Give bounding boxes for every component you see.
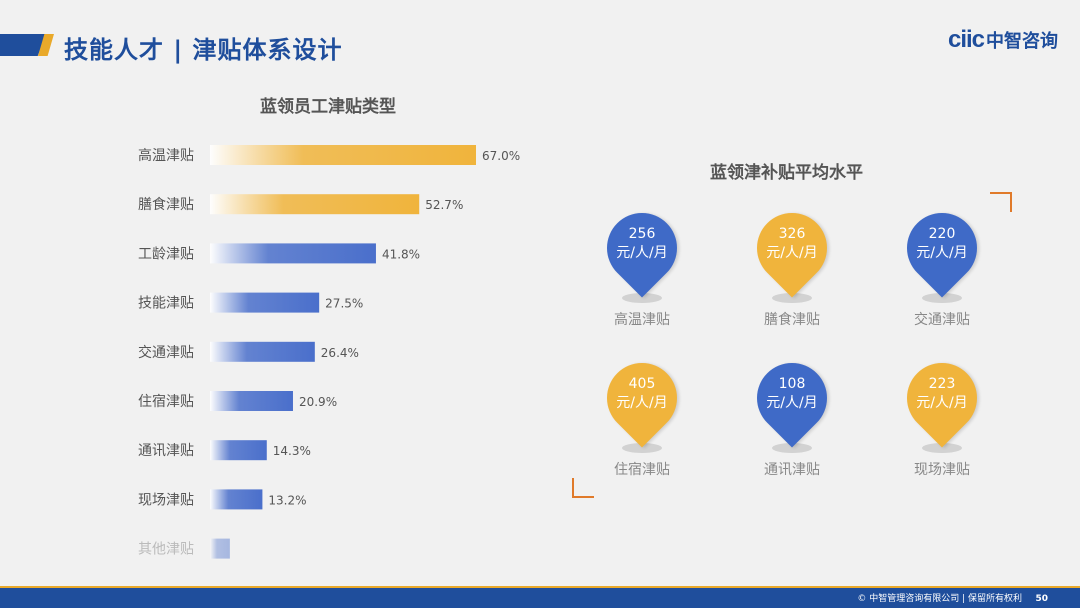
pin-label: 高温津贴 [614, 312, 670, 328]
bar-category-label: 其他津贴 [138, 542, 194, 558]
pin-value: 223 [928, 376, 956, 392]
pin-shadow [922, 443, 962, 453]
pin-value: 108 [778, 376, 806, 392]
brand-logo: ciic 中智咨询 [948, 26, 1058, 54]
pin-card-meal: 326 元/人/月 膳食津贴 [722, 198, 862, 328]
bar [210, 538, 230, 559]
bar [210, 391, 293, 411]
bar [210, 440, 267, 461]
pin-card-onsite: 223 元/人/月 现场津贴 [872, 348, 1012, 478]
header-accent-blue [0, 34, 46, 56]
chart-title: 蓝领员工津贴类型 [260, 97, 396, 117]
bar-category-label: 通讯津贴 [138, 443, 194, 459]
bar-category-label: 现场津贴 [138, 492, 194, 508]
pin-value: 256 [628, 226, 656, 242]
pin-value: 326 [778, 226, 806, 242]
pin-value-text: 108 元/人/月 [742, 375, 842, 413]
pin-value-text: 405 元/人/月 [592, 375, 692, 413]
page-number: 50 [1035, 594, 1048, 604]
pin-shadow [772, 293, 812, 303]
pin-card-communication: 108 元/人/月 通讯津贴 [722, 348, 862, 478]
bar [210, 341, 315, 362]
bar-category-label: 交通津贴 [138, 344, 194, 361]
pin-value-text: 220 元/人/月 [892, 225, 992, 263]
pin-label: 膳食津贴 [764, 312, 820, 328]
pin-value: 405 [628, 376, 656, 392]
pin-shadow [622, 293, 662, 303]
bar-value-label: 14.3% [273, 444, 311, 458]
pin-shadow [772, 443, 812, 453]
pin-unit: 元/人/月 [916, 245, 968, 261]
bar-category-label: 高温津贴 [138, 147, 194, 164]
average-level-title: 蓝领津补贴平均水平 [710, 163, 863, 183]
pin-unit: 元/人/月 [616, 245, 668, 261]
footer-accent-line [0, 586, 1080, 588]
pin-shadow [922, 293, 962, 303]
footer-copyright: © 中智管理咨询有限公司 | 保留所有权利 [857, 594, 1022, 604]
corner-bracket-top-right [990, 192, 1012, 212]
bar-value-label: 27.5% [325, 297, 363, 311]
pin-unit: 元/人/月 [766, 245, 818, 261]
bar [210, 145, 476, 165]
pin-card-transport: 220 元/人/月 交通津贴 [872, 198, 1012, 328]
bar [210, 292, 320, 313]
brand-name: 中智咨询 [986, 31, 1058, 52]
pin-value-text: 256 元/人/月 [592, 225, 692, 263]
bar-value-label: 67.0% [482, 149, 520, 163]
pin-value-text: 326 元/人/月 [742, 225, 842, 263]
pin-unit: 元/人/月 [916, 395, 968, 411]
pin-label: 住宿津贴 [614, 462, 670, 478]
pin-value-text: 223 元/人/月 [892, 375, 992, 413]
bar-category-label: 工龄津贴 [138, 246, 194, 262]
bar [210, 489, 263, 510]
pin-label: 现场津贴 [914, 462, 970, 478]
pin-unit: 元/人/月 [616, 395, 668, 411]
bar [210, 194, 420, 215]
pin-label: 交通津贴 [914, 312, 970, 328]
pin-label: 通讯津贴 [764, 462, 820, 478]
bar-value-label: 20.9% [299, 395, 337, 409]
bar-value-label: 41.8% [382, 247, 420, 261]
pin-unit: 元/人/月 [766, 395, 818, 411]
footer-bar [0, 588, 1080, 608]
pin-value: 220 [928, 226, 956, 242]
bar-value-label: 52.7% [425, 198, 463, 212]
bar-category-label: 技能津贴 [138, 296, 194, 312]
corner-bracket-bottom-left [572, 478, 594, 498]
page-title: 技能人才 | 津贴体系设计 [64, 36, 343, 64]
bar-value-label: 13.2% [268, 493, 306, 507]
bar-category-label: 膳食津贴 [138, 196, 194, 213]
bar-value-label: 26.4% [321, 346, 359, 360]
allowance-type-bar-chart: 高温津贴 67.0% 膳食津贴 52.7% 工龄津贴 41.8% 技能津贴 27.5% 交通津贴… [138, 145, 520, 559]
bar-category-label: 住宿津贴 [138, 393, 194, 410]
bar [210, 243, 376, 264]
pin-shadow [622, 443, 662, 453]
brand-mark: ciic [947, 26, 985, 53]
pin-card-high-temp: 256 元/人/月 高温津贴 [572, 198, 712, 328]
pin-card-housing: 405 元/人/月 住宿津贴 [572, 348, 712, 478]
